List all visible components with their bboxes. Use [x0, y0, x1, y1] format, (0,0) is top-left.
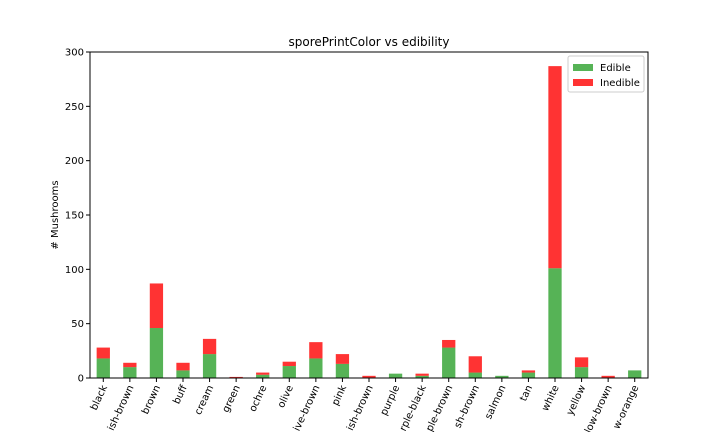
bar-edible-purple: [388, 373, 403, 378]
bar-inedible-white: [548, 66, 562, 269]
bar-inedible-black: [96, 347, 110, 359]
bar-edible-yellow-orange: [628, 370, 642, 378]
bar-inedible-purple-brown: [442, 339, 456, 348]
legend-swatch-inedible: [573, 79, 593, 86]
bar-inedible-pink: [335, 354, 350, 364]
bar-inedible-yellow: [574, 357, 589, 368]
x-tick-label-brown: brown: [140, 384, 163, 417]
bar-inedible-olive-brown: [309, 342, 323, 359]
bar-edible-white: [548, 268, 562, 378]
chart-title: sporePrintColor vs edibility: [289, 35, 450, 49]
bar-edible-reddish-brown: [468, 372, 482, 378]
x-tick-label-salmon: salmon: [483, 384, 508, 422]
x-tick-label-black: black: [89, 383, 110, 412]
bar-edible-black: [96, 358, 110, 378]
y-tick-label: 250: [65, 102, 84, 113]
bar-edible-pink: [335, 363, 350, 378]
bar-edible-cream: [202, 354, 217, 378]
y-tick-label: 300: [65, 48, 84, 59]
x-tick-label-purple-brown: ple-brown: [424, 384, 455, 432]
bar-inedible-reddish-brown: [468, 356, 482, 373]
x-tick-label-purple-black: rple-black: [398, 383, 429, 432]
bar-inedible-pinkish-brown: [362, 375, 376, 378]
y-tick-label: 100: [65, 265, 84, 276]
bar-edible-buff: [176, 370, 190, 378]
x-tick-label-yellow-brown: low-brown: [583, 384, 615, 432]
x-tick-label-pinkish-brown: ish-brown: [345, 384, 376, 432]
bar-inedible-yellow-brown: [601, 375, 615, 378]
bar-inedible-ochre: [256, 372, 270, 375]
bar-inedible-olive: [282, 361, 296, 367]
bar-inedible-tan: [521, 370, 536, 373]
x-tick-label-white: white: [540, 384, 562, 413]
x-tick-label-olive-brown: ive-brown: [292, 384, 323, 432]
plot-frame: [89, 51, 649, 379]
bar-inedible-purple-black: [415, 373, 429, 376]
y-tick-label: 200: [65, 156, 84, 167]
bar-edible-ochre: [256, 374, 270, 378]
legend-label-inedible: Inedible: [600, 78, 640, 89]
bar-inedible-green: [229, 376, 243, 378]
bar-edible-olive: [282, 366, 296, 378]
y-axis-label: # Mushrooms: [50, 180, 61, 249]
legend-label-edible: Edible: [600, 63, 631, 74]
y-tick-label: 50: [71, 319, 84, 330]
y-tick-label: 150: [65, 211, 84, 222]
x-tick-label-pink: pink: [330, 383, 349, 407]
bar-edible-purple-brown: [442, 347, 456, 378]
x-tick-label-olive: olive: [276, 384, 296, 410]
x-tick-label-yellow: yellow: [565, 384, 588, 418]
y-axis: 0 50 100 150 200 250 300: [65, 48, 90, 385]
x-tick-label-brownish-brown: ish-brown: [106, 384, 137, 432]
bar-edible-brown: [149, 328, 164, 378]
bar-inedible-buff: [176, 362, 190, 371]
bar-edible-salmon: [495, 375, 509, 378]
bar-edible-tan: [521, 372, 536, 378]
y-tick-label: 0: [78, 374, 84, 385]
x-tick-label-green: green: [221, 384, 243, 415]
x-tick-label-cream: cream: [193, 384, 216, 417]
legend: Edible Inedible: [567, 55, 645, 93]
bar-edible-brownish-brown: [123, 367, 137, 378]
x-tick-label-yellow-orange: w-orange: [612, 384, 642, 431]
x-tick-label-tan: tan: [518, 384, 535, 404]
bar-inedible-brown: [149, 283, 164, 329]
bar-edible-yellow: [574, 367, 589, 378]
bar-edible-olive-brown: [309, 358, 323, 378]
x-tick-label-ochre: ochre: [248, 384, 270, 414]
bar-inedible-cream: [202, 338, 217, 355]
bar-edible-purple-black: [415, 375, 429, 378]
x-tick-label-purple: purple: [379, 384, 403, 418]
x-tick-label-buff: buff: [171, 383, 190, 406]
x-tick-label-reddish-brown: sh-brown: [453, 384, 482, 430]
bar-inedible-brownish-brown: [123, 362, 137, 368]
bars-group: [96, 66, 642, 378]
legend-swatch-edible: [573, 64, 593, 71]
